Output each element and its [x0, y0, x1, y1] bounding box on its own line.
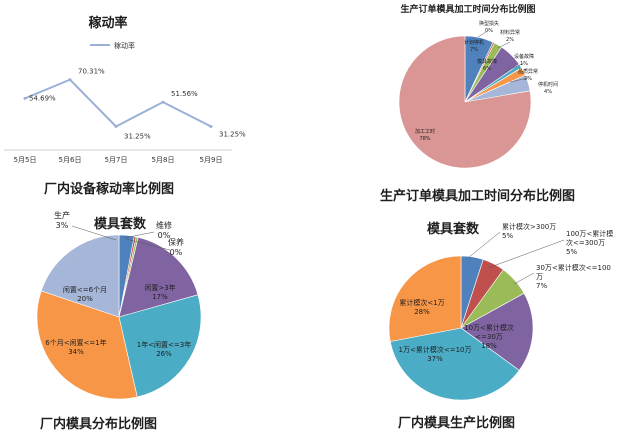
pie1-label-4: 模具故障 — [477, 58, 497, 65]
pie2-pct-3: 0% — [170, 248, 183, 257]
pie1-leader-3 — [497, 41, 511, 49]
pie2-pct-5: 26% — [156, 350, 172, 358]
pie2-label-1: 生产 — [54, 210, 70, 220]
line-x-tick-1: 5月5日 — [14, 156, 37, 164]
pie3-label-3: 30万<累计模次<=100 万 — [536, 263, 611, 281]
pie2-slice-5 — [118, 294, 202, 398]
pie1-label-8: 加工工时 — [415, 128, 435, 135]
pie1-pct-1: 7% — [470, 47, 478, 53]
line-x-tick-5: 5月9日 — [200, 156, 223, 164]
pie3-pct-3: 7% — [536, 282, 547, 290]
production-time-caption: 生产订单模具加工时间分布比例图 — [380, 189, 576, 204]
pie3-label-6: 累计模次<1万 — [399, 298, 444, 307]
pie3-leader-3 — [513, 272, 535, 285]
mold-production-pie-title: 模具套数 — [427, 221, 480, 237]
pie2-label-4: 闲置>3年 — [144, 283, 175, 292]
pie2-label-5: 1年<闲置<=3年 — [137, 340, 192, 349]
pie1-pct-4: 6% — [483, 66, 491, 72]
pie2-slice-4 — [118, 236, 199, 318]
pie1-pct-8: 78% — [419, 136, 430, 142]
pie2-label-6: 6个月<闲置<=1年 — [45, 338, 107, 347]
pie1-slice-8 — [398, 35, 532, 169]
pie2-slice-7 — [40, 234, 120, 318]
pie1-pct-2: 0% — [485, 28, 493, 34]
line-x-tick-3: 5月7日 — [105, 156, 128, 164]
line-data-label-1: 54.69% — [29, 94, 56, 102]
line-chart-title: 稼动率 — [88, 15, 127, 31]
pie1-pct-3: 2% — [506, 37, 514, 43]
pie3-label-4: 10万<累计模次<=30万 — [464, 323, 514, 341]
pie2-pct-7: 20% — [77, 295, 93, 303]
pie3-pct-4: 18% — [481, 342, 497, 350]
pie1-leader-5 — [504, 62, 525, 73]
pie1-label-3: 材料异常 — [500, 29, 520, 36]
pie3-leader-1 — [467, 231, 501, 259]
mold-distribution-pie-title: 模具套数 — [94, 216, 147, 232]
mold-distribution-caption: 厂内模具分布比例图 — [40, 417, 158, 432]
line-data-label-2: 70.31% — [78, 68, 105, 76]
pie3-label-2: 100万<累计模次<=300万 — [566, 229, 613, 247]
pie2-label-3: 保养 — [168, 237, 184, 247]
pie1-pct-5: 1% — [520, 61, 528, 67]
pie3-leader-2 — [487, 239, 565, 269]
pie1-label-6: 品质异常 — [518, 68, 538, 75]
pie2-leader-2 — [123, 231, 155, 239]
line-x-tick-4: 5月8日 — [152, 156, 175, 164]
line-data-label-3: 31.25% — [124, 133, 151, 141]
pie1-pct-7: 4% — [544, 89, 552, 95]
pie3-slice-4 — [460, 292, 534, 371]
pie3-slice-6 — [388, 255, 462, 342]
pie1-label-7: 停机时间 — [538, 81, 558, 88]
line-legend-label: 稼动率 — [114, 41, 135, 50]
pie3-pct-6: 28% — [414, 308, 430, 316]
pie1-label-2: 换型损失 — [479, 20, 499, 27]
pie3-pct-5: 37% — [427, 355, 443, 363]
pie1-label-5: 设备故障 — [514, 53, 534, 60]
line-chart-caption: 厂内设备稼动率比例图 — [44, 182, 175, 197]
pie2-pct-4: 17% — [152, 293, 168, 301]
line-series — [24, 78, 212, 128]
pie2-slice-6 — [36, 290, 138, 400]
pie2-pct-6: 34% — [68, 348, 84, 356]
pie3-slice-5 — [389, 327, 520, 401]
line-point-2 — [68, 78, 72, 82]
pie3-label-5: 1万<累计模次<=10万 — [399, 345, 472, 354]
line-point-3 — [114, 125, 118, 128]
line-point-5 — [209, 125, 213, 128]
pie2-pct-1: 3% — [56, 221, 69, 230]
pie1-leader-6 — [509, 77, 529, 83]
pie3-pct-1: 5% — [502, 232, 513, 240]
line-chart: 稼动率 稼动率 54.69% 5月5日 70.31% 5月6日 31.25% 5月7日 51… — [4, 15, 246, 164]
pie3-pct-2: 5% — [566, 248, 577, 256]
line-x-tick-2: 5月6日 — [59, 156, 82, 164]
line-point-1 — [23, 96, 27, 100]
pie2-leader-3 — [125, 238, 171, 251]
mold-distribution-pie: 模具套数 生产3% 维修0%保养0%闲置>3年17%1年<闲置<=3年26%6个月… — [36, 210, 202, 400]
mold-production-caption: 厂内模具生产比例图 — [398, 416, 516, 431]
pie1-leader-2 — [477, 29, 490, 38]
pie3-label-1: 累计模次>300万 — [502, 222, 556, 231]
pie2-leader-1 — [71, 225, 117, 241]
line-data-label-4: 51.56% — [171, 90, 198, 98]
pie1-label-1: 计划停机 — [464, 39, 484, 46]
pie2-label-2: 维修 — [156, 220, 172, 230]
pie2-label-7: 闲置<=6个月 — [63, 285, 107, 294]
pie2-pct-2: 0% — [158, 231, 171, 240]
pie1-pct-6: 2% — [524, 76, 532, 82]
line-point-4 — [161, 100, 165, 104]
line-data-label-5: 31.25% — [219, 131, 246, 139]
production-time-pie-title: 生产订单模具加工时间分布比例图 — [400, 3, 535, 15]
